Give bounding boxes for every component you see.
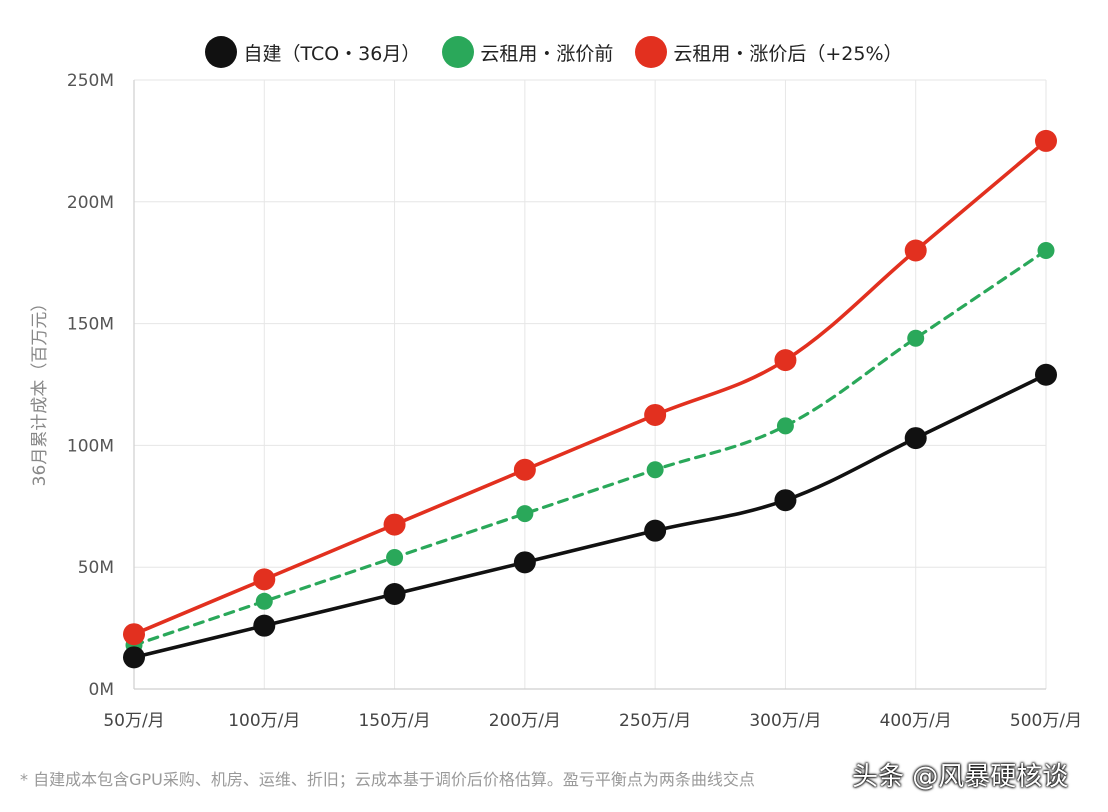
legend-label: 云租用・涨价后（+25%）: [673, 42, 903, 65]
y-tick-label: 150M: [67, 315, 114, 335]
x-tick-label: 300万/月: [749, 711, 821, 731]
legend-item-1[interactable]: 云租用・涨价前: [442, 36, 613, 68]
x-tick-label: 50万/月: [103, 711, 164, 731]
legend-item-0[interactable]: 自建（TCO・36月）: [205, 36, 420, 68]
data-point-s1-6: [907, 329, 925, 347]
data-point-s0-0: [123, 646, 145, 669]
data-point-s1-1: [255, 592, 273, 610]
footnote: * 自建成本包含GPU采购、机房、运维、折旧；云成本基于调价后价格估算。盈亏平衡…: [20, 770, 755, 789]
data-point-s1-3: [516, 505, 534, 523]
legend: 自建（TCO・36月） 云租用・涨价前 云租用・涨价后（+25%）: [0, 30, 1108, 74]
data-point-s0-7: [1035, 363, 1057, 386]
data-point-s1-7: [1037, 242, 1055, 260]
x-tick-label: 400万/月: [880, 711, 952, 731]
series-line-2: [132, 139, 1048, 636]
data-point-s1-2: [386, 548, 404, 566]
legend-item-2[interactable]: 云租用・涨价后（+25%）: [635, 36, 903, 68]
data-point-s0-3: [513, 551, 536, 574]
data-point-s0-1: [253, 614, 276, 637]
y-tick-label: 0M: [89, 680, 114, 700]
y-tick-label: 200M: [67, 193, 114, 213]
data-point-s2-2: [383, 513, 406, 536]
y-tick-label: 250M: [67, 71, 114, 91]
data-point-s2-1: [253, 568, 276, 591]
data-point-s2-5: [774, 349, 797, 372]
x-tick-label: 250万/月: [619, 711, 691, 731]
data-point-s1-5: [776, 417, 794, 435]
data-point-s2-0: [123, 623, 145, 646]
data-point-s2-4: [644, 403, 667, 426]
data-point-s0-4: [644, 519, 667, 542]
x-tick-label: 200万/月: [489, 711, 561, 731]
data-point-s0-6: [904, 427, 927, 450]
x-tick-label: 100万/月: [228, 711, 300, 731]
data-point-s0-2: [383, 582, 406, 605]
series-line-1: [132, 248, 1048, 647]
y-axis-title: 36月累计成本（百万元）: [30, 295, 50, 487]
data-point-s1-4: [646, 461, 664, 479]
legend-swatch: [635, 36, 668, 68]
legend-label: 自建（TCO・36月）: [243, 42, 421, 65]
legend-label: 云租用・涨价前: [480, 42, 614, 65]
legend-swatch: [442, 36, 475, 68]
data-point-s2-3: [513, 458, 536, 481]
data-point-s2-6: [904, 239, 927, 262]
series-line-0: [132, 372, 1048, 660]
x-tick-label: 500万/月: [1010, 711, 1082, 731]
legend-swatch: [205, 36, 238, 68]
y-tick-label: 100M: [67, 436, 114, 456]
data-point-s2-7: [1035, 129, 1057, 152]
watermark: 头条 @风暴硬核谈: [852, 762, 1069, 792]
y-tick-label: 50M: [78, 558, 114, 578]
x-tick-label: 150万/月: [358, 711, 430, 731]
data-point-s0-5: [774, 489, 797, 512]
